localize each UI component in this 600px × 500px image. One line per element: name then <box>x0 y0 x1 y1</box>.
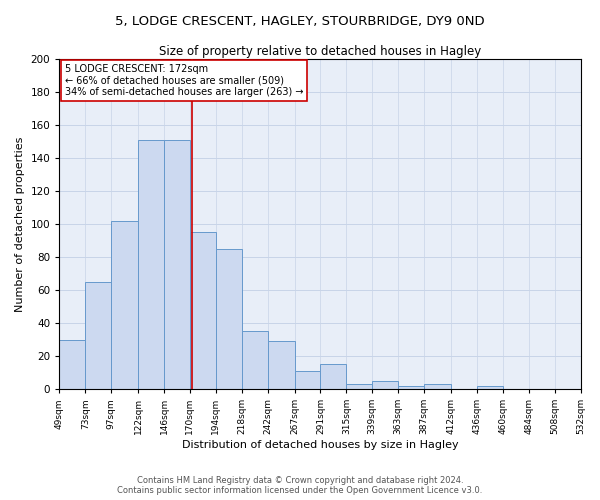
Title: Size of property relative to detached houses in Hagley: Size of property relative to detached ho… <box>159 45 481 58</box>
Bar <box>138 140 164 389</box>
Bar <box>372 381 398 389</box>
X-axis label: Distribution of detached houses by size in Hagley: Distribution of detached houses by size … <box>182 440 458 450</box>
Text: 5 LODGE CRESCENT: 172sqm
← 66% of detached houses are smaller (509)
34% of semi-: 5 LODGE CRESCENT: 172sqm ← 66% of detach… <box>65 64 303 98</box>
Bar <box>59 340 85 389</box>
Bar <box>242 332 268 389</box>
Text: Contains HM Land Registry data © Crown copyright and database right 2024.
Contai: Contains HM Land Registry data © Crown c… <box>118 476 482 495</box>
Bar <box>398 386 424 389</box>
Bar <box>190 232 216 389</box>
Bar <box>216 249 242 389</box>
Bar <box>268 341 295 389</box>
Bar <box>295 371 320 389</box>
Bar <box>164 140 190 389</box>
Bar <box>85 282 111 389</box>
Bar <box>111 221 138 389</box>
Bar <box>477 386 503 389</box>
Bar <box>346 384 372 389</box>
Bar <box>320 364 346 389</box>
Text: 5, LODGE CRESCENT, HAGLEY, STOURBRIDGE, DY9 0ND: 5, LODGE CRESCENT, HAGLEY, STOURBRIDGE, … <box>115 15 485 28</box>
Y-axis label: Number of detached properties: Number of detached properties <box>15 136 25 312</box>
Bar <box>424 384 451 389</box>
